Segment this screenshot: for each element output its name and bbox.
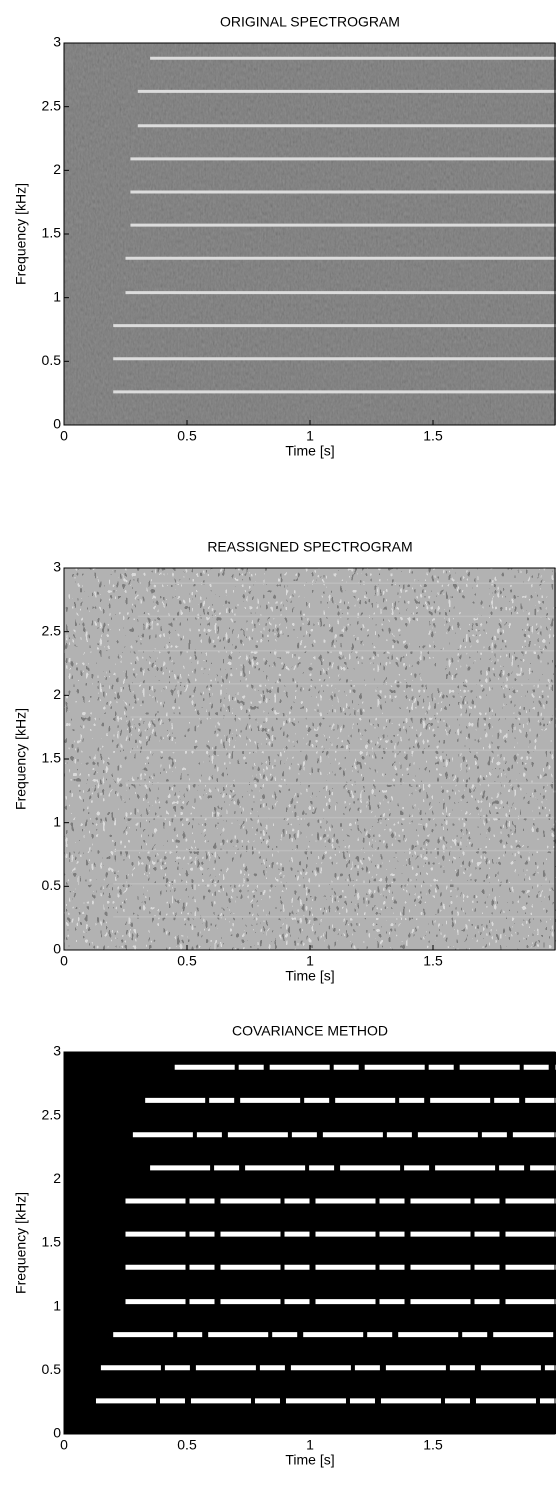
y-tick-label: 0.5: [42, 877, 62, 893]
y-tick-label: 1.5: [42, 1234, 62, 1250]
x-axis-label: Time [s]: [285, 968, 334, 984]
chart-title: ORIGINAL SPECTROGRAM: [220, 14, 400, 30]
y-tick-label: 0.5: [42, 1361, 62, 1377]
y-tick-label: 3: [53, 34, 61, 50]
chart-title: REASSIGNED SPECTROGRAM: [207, 539, 412, 555]
plot-background: [64, 1052, 556, 1434]
y-tick-label: 2: [53, 1170, 61, 1186]
x-tick-label: 1: [306, 953, 314, 969]
y-tick-label: 1: [53, 813, 61, 829]
x-tick-label: 1.5: [423, 1437, 443, 1453]
y-axis-label: Frequency [kHz]: [13, 183, 29, 285]
noise-texture: [64, 43, 556, 425]
y-tick-label: 1.5: [42, 750, 62, 766]
y-tick-label: 0.5: [42, 352, 62, 368]
noise-texture: [64, 568, 556, 950]
y-tick-label: 1: [53, 288, 61, 304]
y-tick-label: 3: [53, 1043, 61, 1059]
y-axis-label: Frequency [kHz]: [13, 708, 29, 810]
y-tick-label: 1.5: [42, 225, 62, 241]
y-tick-label: 2: [53, 686, 61, 702]
x-axis-label: Time [s]: [285, 1452, 334, 1468]
x-tick-label: 1.5: [423, 953, 443, 969]
y-tick-label: 0: [53, 1425, 61, 1441]
x-tick-label: 0: [60, 953, 68, 969]
y-tick-label: 0: [53, 416, 61, 432]
x-tick-label: 1: [306, 428, 314, 444]
x-tick-label: 0: [60, 428, 68, 444]
x-axis-label: Time [s]: [285, 443, 334, 459]
y-tick-label: 2.5: [42, 1106, 62, 1122]
y-tick-label: 2.5: [42, 622, 62, 638]
x-tick-label: 0.5: [177, 953, 197, 969]
y-tick-label: 0: [53, 941, 61, 957]
x-tick-label: 0: [60, 1437, 68, 1453]
chart-title: COVARIANCE METHOD: [232, 1023, 388, 1039]
x-tick-label: 0.5: [177, 1437, 197, 1453]
y-tick-label: 3: [53, 559, 61, 575]
x-tick-label: 0.5: [177, 428, 197, 444]
y-axis-label: Frequency [kHz]: [13, 1192, 29, 1294]
y-tick-label: 2.5: [42, 97, 62, 113]
x-tick-label: 1.5: [423, 428, 443, 444]
y-tick-label: 1: [53, 1297, 61, 1313]
x-tick-label: 1: [306, 1437, 314, 1453]
y-tick-label: 2: [53, 161, 61, 177]
